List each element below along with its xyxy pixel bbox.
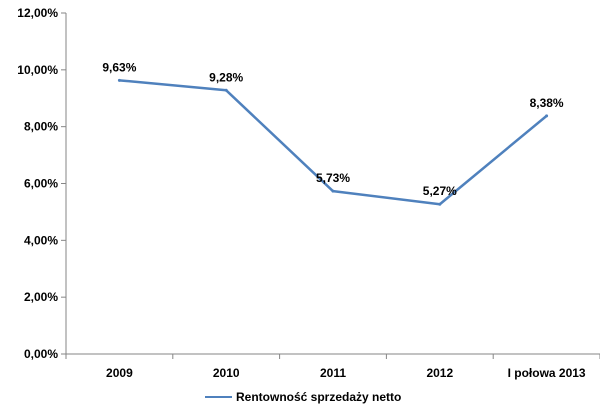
x-tick-label: I połowa 2013 [508,366,586,380]
y-tick-label: 6,00% [24,177,58,191]
legend-label: Rentowność sprzedaży netto [236,390,401,404]
data-point [224,88,228,92]
data-label: 5,73% [316,171,350,185]
series-line [119,79,548,206]
data-point [545,114,549,118]
y-tick-label: 12,00% [17,6,58,20]
y-tick-label: 4,00% [24,233,58,247]
data-point [438,202,442,206]
y-tick-label: 0,00% [24,347,58,361]
x-axis-ticks: 2009 2010 2011 2012 I połowa 2013 [65,354,600,380]
x-tick-label: 2011 [320,366,346,380]
data-labels: 9,63% 9,28% 5,73% 5,27% 8,38% [102,60,564,198]
data-point [117,78,121,82]
y-tick-label: 2,00% [24,290,58,304]
y-tick-label: 10,00% [17,63,58,77]
x-tick-label: 2012 [426,366,453,380]
data-label: 9,28% [209,70,243,84]
y-tick-label: 8,00% [24,120,58,134]
y-axis-ticks: 0,00% 2,00% 4,00% 6,00% 8,00% 10,00% 12,00% [17,6,66,361]
x-tick-label: 2010 [213,366,240,380]
data-label: 9,63% [102,60,136,74]
legend: Rentowność sprzedaży netto [205,390,401,404]
data-label: 8,38% [530,96,564,110]
series-rentownosc [117,78,549,206]
x-tick-label: 2009 [106,366,133,380]
data-point [331,189,335,193]
data-label: 5,27% [423,184,457,198]
